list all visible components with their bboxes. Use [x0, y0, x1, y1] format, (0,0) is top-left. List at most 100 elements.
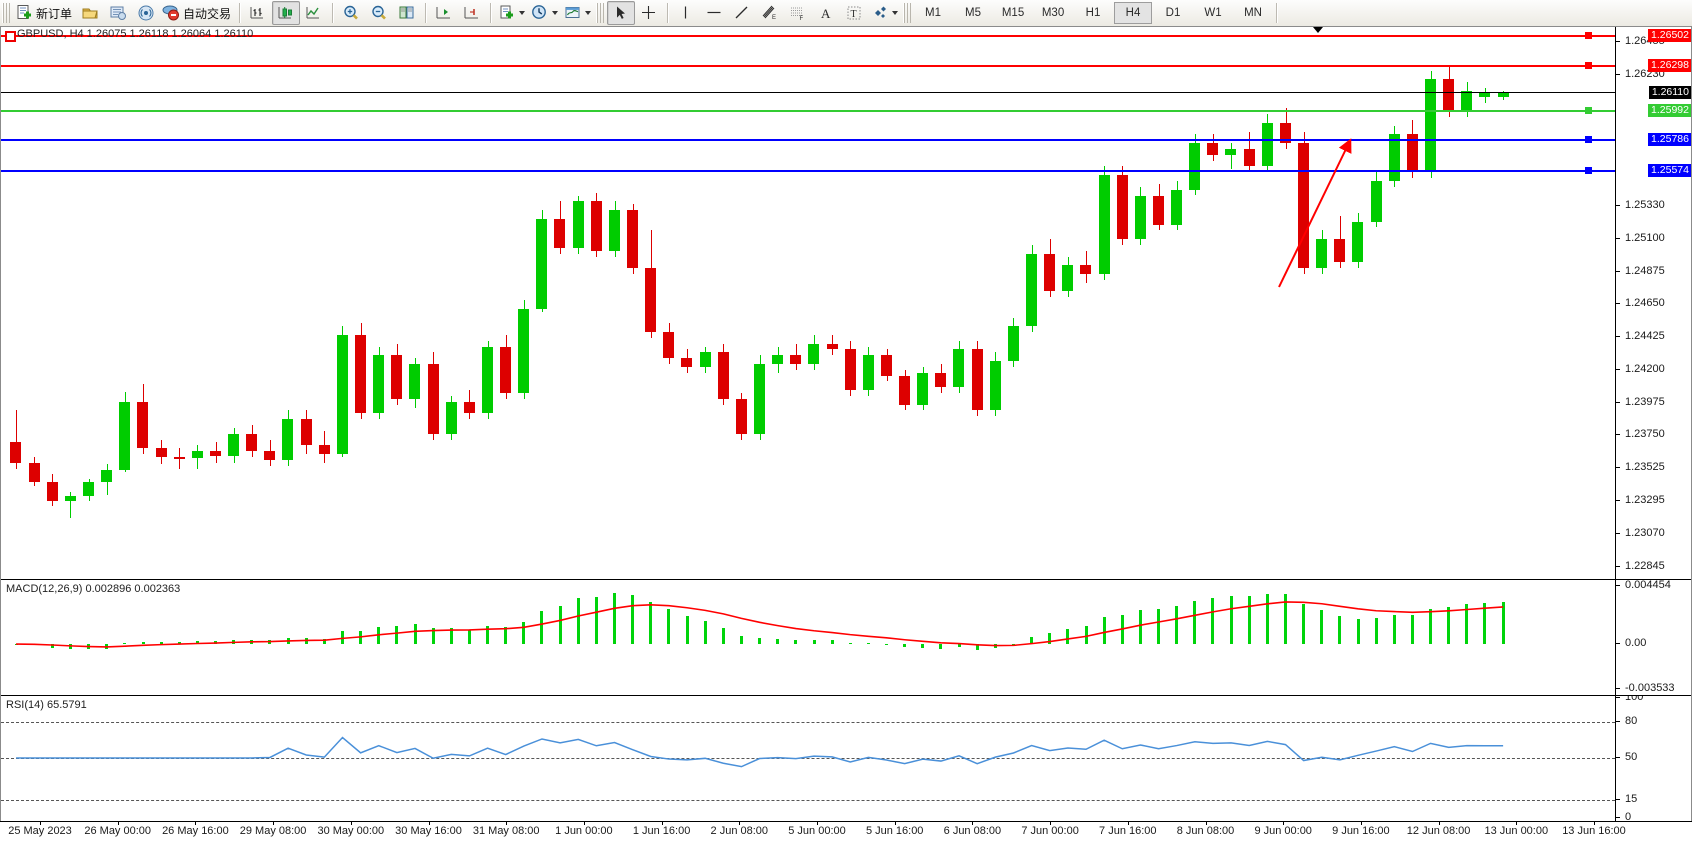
time-axis[interactable]: 25 May 2023 26 May 00:00 26 May 16:00 29 Ma…: [0, 821, 1692, 841]
svg-text:F: F: [800, 16, 804, 22]
bullish-arrow-annotation[interactable]: [1271, 137, 1381, 297]
timeframe-h4[interactable]: H4: [1114, 2, 1153, 24]
macd-histogram-bar: [776, 638, 779, 645]
chevron-down-icon[interactable]: [585, 11, 592, 15]
chevron-down-icon[interactable]: [552, 11, 559, 15]
level-line-support-2[interactable]: [1, 170, 1615, 173]
label-button[interactable]: T: [840, 1, 868, 25]
svg-text:A: A: [821, 6, 831, 21]
timeframe-m30[interactable]: M30: [1041, 7, 1065, 19]
toolbar-grip[interactable]: [596, 3, 605, 23]
price-tag-last-price: 1.26110: [1648, 86, 1691, 100]
tile-windows-button[interactable]: [393, 1, 421, 25]
zoom-out-button[interactable]: [365, 1, 393, 25]
level-line-resistance-1[interactable]: [1, 65, 1615, 68]
toolbar-grip[interactable]: [2, 3, 10, 23]
price-tag-resistance-2: 1.26502: [1648, 29, 1691, 43]
macd-histogram-bar: [1502, 602, 1505, 645]
rsi-tick-label: 0: [1625, 810, 1632, 821]
time-tick-label: 31 May 08:00: [472, 825, 540, 837]
level-line-last-price[interactable]: [1, 92, 1615, 94]
time-tick-label: 30 May 16:00: [395, 825, 462, 837]
price-axis[interactable]: 1.26455 1.26230 1.25330 1.25100 1.24875 1.246…: [1615, 27, 1691, 579]
macd-axis[interactable]: 0.004454 0.00 -0.003533: [1615, 580, 1691, 696]
time-tick: [972, 822, 974, 825]
price-pane[interactable]: GBPUSD, H4 1.26075 1.26118 1.26064 1.261…: [1, 27, 1691, 579]
auto-scroll-button[interactable]: [458, 1, 486, 25]
chart-shift-button[interactable]: [430, 1, 458, 25]
chart-window[interactable]: GBPUSD, H4 1.26075 1.26118 1.26064 1.261…: [0, 26, 1692, 821]
level-line-pivot[interactable]: [1, 109, 1615, 112]
time-tick: [1050, 822, 1052, 825]
time-tick-label: 26 May 16:00: [162, 825, 229, 837]
macd-histogram-bar: [69, 644, 72, 650]
text-button[interactable]: A: [812, 1, 840, 25]
period-button[interactable]: [528, 1, 561, 25]
templates-button[interactable]: [561, 1, 594, 25]
timeframe-mn[interactable]: MN: [1244, 7, 1262, 19]
indicators-button[interactable]: [495, 1, 528, 25]
candle-body: [29, 462, 41, 482]
crosshair-button[interactable]: [635, 1, 663, 25]
candle-body: [1371, 180, 1383, 222]
macd-histogram-bar: [450, 628, 453, 645]
macd-histogram-bar: [976, 644, 979, 650]
candlestick-chart-button[interactable]: [272, 1, 301, 25]
cursor-button[interactable]: [607, 1, 636, 25]
toolbar-grip[interactable]: [903, 3, 912, 23]
time-tick: [1205, 822, 1207, 825]
rsi-pane[interactable]: RSI(14) 65.5791 100 80 50 15 0: [1, 695, 1691, 821]
macd-histogram-bar: [885, 644, 888, 646]
macd-histogram-bar: [51, 644, 54, 648]
chevron-down-icon[interactable]: [892, 11, 899, 15]
rsi-axis[interactable]: 100 80 50 15 0: [1615, 696, 1691, 821]
equidistant-channel-button[interactable]: E: [756, 1, 784, 25]
candle-body: [518, 308, 530, 394]
macd-histogram-bar: [595, 596, 598, 645]
candle-body: [1189, 143, 1201, 190]
line-chart-button[interactable]: [300, 1, 328, 25]
price-tick-label: 1.24650: [1625, 297, 1665, 310]
vertical-line-button[interactable]: [672, 1, 700, 25]
zoom-in-button[interactable]: [337, 1, 365, 25]
candle-body: [264, 451, 276, 460]
level-line-support-1[interactable]: [1, 139, 1615, 142]
timeframe-w1[interactable]: W1: [1204, 7, 1222, 19]
drawings-button[interactable]: [868, 1, 901, 25]
level-line-resistance-2[interactable]: [1, 35, 1615, 38]
candle-body: [554, 218, 566, 248]
autotrading-button[interactable]: 自动交易: [160, 1, 235, 25]
price-tick-label: 1.24875: [1625, 264, 1665, 277]
bar-chart-button[interactable]: [244, 1, 272, 25]
candle-body: [772, 355, 784, 364]
macd-histogram-bar: [1393, 614, 1396, 645]
terminal-button[interactable]: [104, 1, 132, 25]
macd-histogram-bar: [1483, 602, 1486, 645]
open-data-folder-button[interactable]: [76, 1, 104, 25]
candle-body: [246, 433, 258, 452]
chevron-down-icon[interactable]: [519, 11, 526, 15]
time-tick-label: 13 Jun 00:00: [1484, 825, 1549, 837]
timeframe-m5[interactable]: M5: [965, 7, 982, 19]
price-plot-area[interactable]: [1, 27, 1615, 579]
candle-body: [391, 355, 403, 399]
macd-histogram-bar: [395, 626, 398, 645]
rsi-plot-area[interactable]: [1, 696, 1615, 821]
macd-plot-area[interactable]: [1, 580, 1615, 696]
timeframe-m15[interactable]: M15: [1001, 7, 1025, 19]
timeframe-d1[interactable]: D1: [1165, 7, 1181, 19]
signals-button[interactable]: [132, 1, 160, 25]
macd-histogram-bar: [559, 605, 562, 645]
object-anchor-handle[interactable]: [5, 31, 16, 42]
trendline-button[interactable]: [728, 1, 756, 25]
timeframe-h1[interactable]: H1: [1085, 7, 1101, 19]
macd-histogram-bar: [1248, 596, 1251, 645]
candle-body: [10, 442, 22, 463]
symbol-ohlc-label: GBPUSD, H4 1.26075 1.26118 1.26064 1.261…: [17, 28, 254, 40]
new-order-button[interactable]: 新订单: [13, 1, 76, 25]
fibonacci-button[interactable]: F: [784, 1, 812, 25]
price-tick-label: 1.23525: [1625, 460, 1665, 473]
timeframe-m1[interactable]: M1: [925, 7, 942, 19]
horizontal-line-button[interactable]: [700, 1, 728, 25]
macd-pane[interactable]: MACD(12,26,9) 0.002896 0.002363 0.004454…: [1, 579, 1691, 696]
